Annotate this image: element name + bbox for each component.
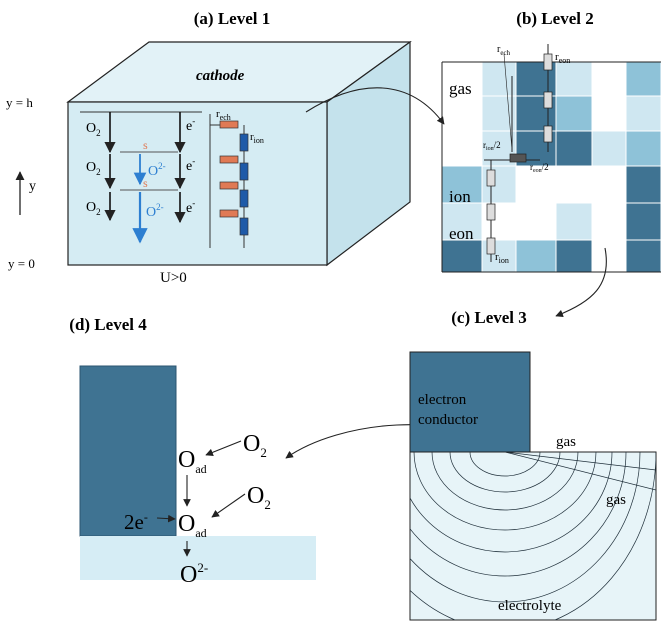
panel-c: (c) Level 3 electron conductor gas gas el… (409, 308, 657, 621)
ech-resistor (219, 120, 239, 129)
ech-resistor (509, 153, 527, 163)
surface-site-label: s (143, 138, 148, 152)
charge-transfer-arrow (156, 514, 176, 523)
cathode-label: cathode (196, 68, 245, 84)
panel-d-title: (d) Level 4 (69, 315, 147, 334)
grid-cell (441, 202, 483, 241)
r-ech-label: rech (216, 108, 231, 122)
panel-b: (b) Level 2 gas ion eon rech reon rion/2… (441, 9, 661, 273)
grid-cell (441, 95, 483, 132)
panel-a: (a) Level 1 cathode y = h y = 0 y U>0 O2… (6, 9, 412, 286)
two-electron-label: 2e- (124, 510, 148, 534)
adsorbed-oxygen-label: Oad (178, 511, 207, 540)
y-axis-label: y (29, 179, 36, 194)
r-eon-label: reon (555, 51, 570, 65)
grid-cell (481, 95, 517, 132)
ion-resistor (486, 203, 496, 221)
surface-site-label: s (143, 176, 148, 190)
electron-label: e- (186, 198, 195, 216)
grid-cell (591, 239, 627, 273)
bias-label: U>0 (160, 270, 187, 286)
eon-phase-label: eon (449, 224, 474, 243)
grid-cell (555, 165, 593, 204)
electron-label: e- (186, 116, 195, 134)
r-ion-label: rion (250, 131, 264, 145)
o2-label: O2 (86, 160, 101, 177)
ion-resistor (239, 189, 249, 208)
grid-cell (591, 202, 627, 241)
ech-resistor (219, 181, 239, 190)
grid-cell (591, 130, 627, 167)
panel-a-title: (a) Level 1 (194, 9, 270, 28)
ion-resistor (486, 237, 496, 255)
ion-resistor (239, 133, 249, 152)
gas-label: gas (606, 492, 626, 508)
grid-cell (555, 95, 593, 132)
r-ion-label: rion (495, 251, 509, 265)
adsorption-arrow (211, 493, 246, 518)
o2-label: O2 (86, 200, 101, 217)
gas-label: gas (556, 434, 576, 450)
eon-resistor (543, 91, 553, 109)
level2-to-level3-arrow (555, 247, 607, 318)
ion-resistor (239, 217, 249, 236)
panel-b-title: (b) Level 2 (516, 9, 593, 28)
gas-oxygen-label: O2 (243, 431, 267, 460)
r-ech-label: rech (497, 44, 511, 57)
resistor-network: rech rion (209, 108, 264, 248)
eon-resistor (543, 125, 553, 143)
electron-label: e- (186, 156, 195, 174)
grid-cell (591, 61, 627, 97)
grid-cell (625, 202, 661, 241)
grid-cell (515, 239, 557, 273)
potential-contours (410, 452, 656, 620)
grid-resistors: rech reon rion/2 reon/2 rion (483, 44, 570, 265)
grid-cell (555, 202, 593, 241)
grid-cell (515, 202, 557, 241)
grid-cell (625, 61, 661, 97)
o2-label: O2 (86, 121, 101, 138)
grid-cell (555, 130, 593, 167)
oxygen-ion-label: O2- (146, 202, 164, 220)
grid-cell (591, 95, 627, 132)
r-ion-half-label: rion/2 (483, 140, 501, 152)
grid-cell (441, 239, 483, 273)
electrolyte-label: electrolyte (498, 598, 562, 614)
grid-cell (481, 61, 517, 97)
panel-c-title: (c) Level 3 (451, 308, 527, 327)
eon-resistor (543, 53, 553, 71)
ech-resistor (219, 209, 239, 218)
ech-resistor (219, 155, 239, 164)
gas-phase-label: gas (449, 79, 472, 98)
grid-cell (625, 95, 661, 132)
grid-cell (625, 165, 661, 204)
grid-cell (625, 130, 661, 167)
level1-to-level2-arrow (305, 87, 445, 125)
cube-front-face (67, 101, 328, 266)
grid-cell (555, 239, 593, 273)
electrolyte-block (80, 536, 316, 580)
oxide-ion-label: O2- (180, 560, 208, 588)
r-eon-half-label: reon/2 (530, 162, 549, 174)
grid-cell (515, 165, 557, 204)
grid-cell (555, 61, 593, 97)
y-h-label: y = h (6, 95, 33, 110)
ion-resistor (486, 169, 496, 187)
oxygen-ion-label: O2- (148, 161, 166, 179)
ion-resistor (239, 162, 249, 181)
material-grid (441, 61, 661, 273)
adsorbed-oxygen-label: Oad (178, 447, 207, 476)
grid-cell (591, 165, 627, 204)
y-0-label: y = 0 (8, 256, 35, 271)
electron-conductor-region (409, 351, 531, 453)
electron-conductor-label: electron conductor (418, 392, 478, 428)
grid-cell (441, 130, 483, 167)
ion-phase-label: ion (449, 187, 471, 206)
adsorption-arrow (205, 440, 242, 457)
gas-oxygen-label: O2 (247, 483, 271, 512)
grid-cell (625, 239, 661, 273)
grid-cell (441, 165, 483, 204)
panel-d: (d) Level 4 Oad Oad O2 O2 2e- O2- (69, 315, 316, 588)
